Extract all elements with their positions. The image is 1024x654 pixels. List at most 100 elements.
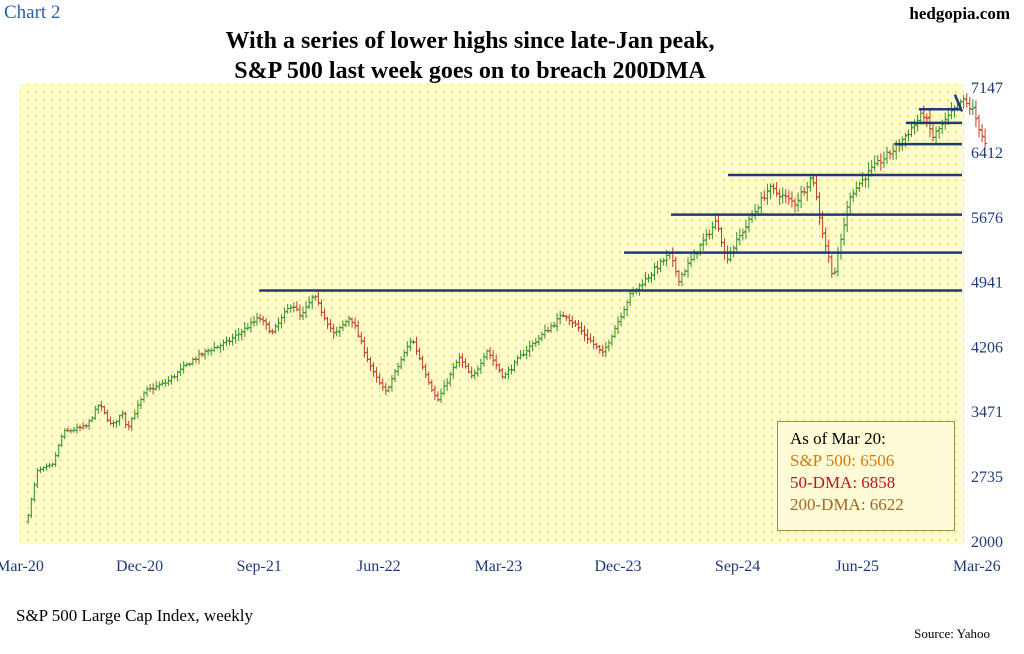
ohlc-bar — [206, 347, 211, 356]
title-line-1: With a series of lower highs since late-… — [225, 28, 715, 54]
y-tick-label: 2735 — [971, 469, 1003, 486]
source-note: Source: Yahoo — [914, 626, 990, 641]
y-tick-label: 4941 — [971, 275, 1003, 292]
price-bars — [26, 93, 988, 524]
ohlc-bar — [203, 348, 208, 360]
ohlc-bar — [600, 344, 605, 357]
ohlc-bar — [891, 143, 896, 160]
ohlc-bar — [817, 192, 822, 226]
x-tick-label: Sep-21 — [237, 558, 282, 575]
ohlc-bar — [117, 414, 122, 426]
ohlc-bar — [340, 320, 345, 332]
x-tick-label: Sep-24 — [715, 558, 760, 575]
ohlc-bar — [322, 308, 327, 321]
ohlc-bar — [802, 186, 807, 196]
x-axis: Mar-20 Dec-20 Sep-21 Jun-22 Mar-23 Dec-23 Sep-… — [0, 558, 1001, 575]
ohlc-bar — [716, 213, 721, 232]
x-tick-label: Mar-23 — [475, 558, 523, 575]
ohlc-bar — [236, 328, 241, 342]
ohlc-bar — [961, 94, 966, 109]
ohlc-bar — [166, 376, 171, 386]
ohlc-bar — [980, 123, 985, 143]
support-lines — [259, 94, 964, 292]
ohlc-bar — [126, 420, 131, 430]
ohlc-bar — [297, 304, 302, 321]
ohlc-bar — [469, 366, 474, 379]
ohlc-bar — [533, 337, 538, 347]
ohlc-bar — [509, 364, 514, 375]
ohlc-bar — [114, 420, 119, 428]
ohlc-bar — [184, 362, 189, 368]
ohlc-bar — [777, 189, 782, 206]
ohlc-bar — [854, 181, 859, 197]
ohlc-bar — [408, 337, 413, 351]
info-heading: As of Mar 20: — [790, 429, 886, 448]
ohlc-bar — [187, 362, 192, 367]
ohlc-bar — [347, 315, 352, 327]
ohlc-bar — [582, 325, 587, 342]
y-tick-label: 3471 — [971, 404, 1003, 421]
ohlc-bar — [786, 190, 791, 205]
ohlc-bar — [814, 175, 819, 201]
ohlc-bar — [774, 182, 779, 197]
ohlc-bar — [181, 361, 186, 374]
ohlc-bar — [536, 334, 541, 346]
x-tick-label: Mar-26 — [953, 558, 1001, 575]
ohlc-bar — [643, 271, 648, 287]
ohlc-bar — [102, 405, 107, 415]
ohlc-bar — [796, 192, 801, 212]
y-tick-label: 7147 — [971, 80, 1003, 97]
ohlc-bar — [832, 267, 837, 275]
ohlc-bar — [973, 100, 978, 128]
ohlc-bar — [808, 176, 813, 192]
ohlc-bar — [740, 228, 745, 241]
ohlc-bar — [649, 271, 654, 283]
ohlc-bar — [307, 296, 312, 310]
x-tick-label: Dec-23 — [594, 558, 641, 575]
ohlc-bar — [771, 183, 776, 195]
ohlc-bar — [417, 347, 422, 361]
y-axis: 2000 2735 3471 4206 4941 5676 6412 7147 — [971, 80, 1003, 551]
ohlc-bar — [230, 333, 235, 346]
ohlc-bar — [267, 321, 272, 334]
info-sp500: S&P 500: 6506 — [790, 451, 895, 470]
ohlc-bar — [157, 381, 162, 391]
ohlc-bar — [331, 323, 336, 339]
ohlc-bar — [178, 363, 183, 376]
ohlc-bar — [276, 317, 281, 332]
ohlc-bar — [353, 317, 358, 330]
ohlc-bar — [970, 99, 975, 116]
y-tick-label: 2000 — [971, 534, 1003, 551]
ohlc-bar — [949, 101, 954, 120]
ohlc-bar — [304, 301, 309, 319]
ohlc-bar — [350, 317, 355, 328]
ohlc-bar — [258, 313, 263, 323]
ohlc-bar — [848, 192, 853, 216]
ohlc-bar — [524, 345, 529, 360]
ohlc-bar — [743, 219, 748, 240]
brand-name[interactable]: hedgopia.com — [909, 4, 1010, 23]
ohlc-bar — [765, 183, 770, 205]
info-50dma: 50-DMA: 6858 — [790, 473, 896, 492]
ohlc-bar — [362, 336, 367, 358]
ohlc-bar — [579, 321, 584, 335]
ohlc-bar — [310, 294, 315, 310]
ohlc-bar — [934, 126, 939, 146]
ohlc-bar — [967, 97, 972, 115]
ohlc-bar — [976, 114, 981, 138]
x-tick-label: Jun-25 — [835, 558, 879, 575]
info-200dma: 200-DMA: 6622 — [790, 495, 904, 514]
x-tick-label: Mar-20 — [0, 558, 44, 575]
ohlc-bar — [175, 370, 180, 382]
x-tick-label: Jun-22 — [357, 558, 401, 575]
ohlc-bar — [273, 323, 278, 334]
ohlc-bar — [570, 315, 575, 329]
ohlc-bar — [451, 363, 456, 379]
ohlc-bar — [264, 318, 269, 330]
chart-subtitle: S&P 500 Large Cap Index, weekly — [16, 606, 254, 625]
ohlc-bar — [983, 128, 988, 149]
ohlc-bar — [552, 321, 557, 329]
ohlc-bar — [652, 262, 657, 281]
y-tick-label: 6412 — [971, 145, 1003, 162]
